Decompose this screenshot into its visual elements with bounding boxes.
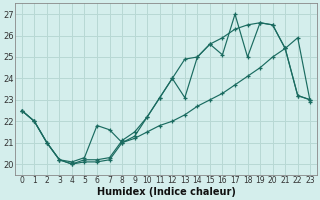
X-axis label: Humidex (Indice chaleur): Humidex (Indice chaleur): [97, 187, 236, 197]
